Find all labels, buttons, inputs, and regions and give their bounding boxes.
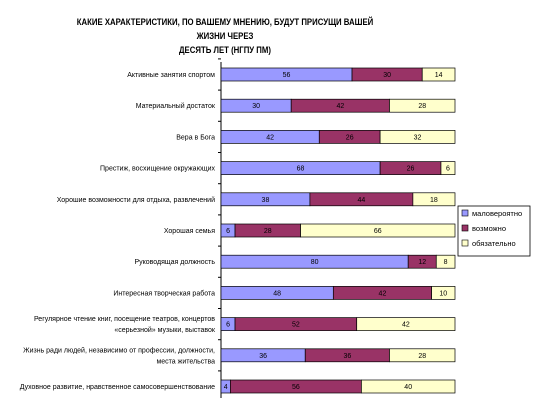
category-label-line: места жительства xyxy=(156,358,215,365)
value-label: 4 xyxy=(224,384,228,391)
category-label: Интересная творческая работа xyxy=(113,289,215,297)
bar-segment-обязательно xyxy=(379,130,456,144)
value-label: 36 xyxy=(259,353,267,360)
category-label-line: Хорошие возможности для отдыха, развлече… xyxy=(57,196,215,204)
value-label: 56 xyxy=(292,384,300,391)
chart-title: КАКИЕ ХАРАКТЕРИСТИКИ, ПО ВАШЕМУ МНЕНИЮ, … xyxy=(73,16,376,58)
category-label: Престиж, восхищение окружающих xyxy=(100,166,215,173)
value-label: 38 xyxy=(262,197,270,204)
legend-swatch xyxy=(461,209,469,217)
value-label: 32 xyxy=(414,134,422,141)
value-label: 10 xyxy=(439,290,447,297)
category-label: Вера в Бога xyxy=(176,134,215,141)
category-label-line: Престиж, восхищение окружающих xyxy=(100,166,215,173)
value-label: 44 xyxy=(358,197,366,204)
bar-segment-обязательно xyxy=(300,223,456,238)
bar-segment-обязательно xyxy=(356,317,456,331)
value-label: 8 xyxy=(444,259,448,266)
legend-label: маловероятно xyxy=(472,209,522,218)
category-label-line: Активные занятия спортом xyxy=(127,72,215,79)
value-label: 28 xyxy=(418,353,426,360)
value-label: 12 xyxy=(418,259,426,266)
legend-box xyxy=(457,205,531,257)
value-label: 6 xyxy=(226,228,230,235)
category-label: Хорошая семья xyxy=(164,228,215,235)
legend-swatch xyxy=(461,239,469,247)
value-label: 26 xyxy=(346,134,354,141)
value-label: 14 xyxy=(435,72,443,79)
category-label: Хорошие возможности для отдыха, развлече… xyxy=(57,196,215,204)
bar-segment-обязательно xyxy=(431,286,456,300)
legend-swatch xyxy=(461,224,469,232)
category-label-line: Регулярное чтение книг, посещение театро… xyxy=(34,316,215,323)
value-label: 56 xyxy=(283,72,291,79)
category-label-line: Руководящая должность xyxy=(134,259,215,266)
value-label: 28 xyxy=(264,228,272,235)
bar-segment-обязательно xyxy=(389,348,456,363)
category-label-line: Вера в Бога xyxy=(176,134,215,141)
bar-segment-обязательно xyxy=(435,254,456,269)
chart-title-line-2: ДЕСЯТЬ ЛЕТ (НГПУ ПМ) xyxy=(178,45,271,56)
value-label: 66 xyxy=(374,228,382,235)
value-label: 26 xyxy=(407,166,415,173)
category-label-line: Интересная творческая работа xyxy=(113,289,215,297)
category-label: Жизнь ради людей, независимо от професси… xyxy=(23,346,215,365)
category-label-line: Жизнь ради людей, независимо от професси… xyxy=(23,346,215,354)
category-label: Руководящая должность xyxy=(134,259,215,266)
value-label: 42 xyxy=(379,290,387,297)
value-label: 28 xyxy=(418,103,426,110)
value-label: 42 xyxy=(266,134,274,141)
value-label: 30 xyxy=(252,103,260,110)
bar-segment-обязательно xyxy=(440,161,456,175)
bar-segment-обязательно xyxy=(421,67,456,82)
category-label-line: Хорошая семья xyxy=(164,228,215,235)
category-label: Материальный достаток xyxy=(136,102,216,110)
category-label-line: Материальный достаток xyxy=(136,102,216,110)
bar-segment-обязательно xyxy=(412,192,456,207)
value-label: 6 xyxy=(446,166,450,173)
value-label: 80 xyxy=(311,259,319,266)
bar-segment-обязательно xyxy=(389,98,456,113)
category-label: Духовное развитие, нравственное самосове… xyxy=(20,384,215,391)
value-label: 40 xyxy=(404,384,412,391)
labels-layer: Активные занятия спортом 56 30 14 Материальн… xyxy=(20,72,450,391)
chart-title-line-1: КАКИЕ ХАРАКТЕРИСТИКИ, ПО ВАШЕМУ МНЕНИЮ, … xyxy=(76,17,374,42)
bar-segment-обязательно xyxy=(361,379,456,394)
category-label: Активные занятия спортом xyxy=(127,72,215,79)
axis-layer xyxy=(218,58,222,398)
value-label: 68 xyxy=(297,166,305,173)
value-label: 6 xyxy=(226,322,230,329)
value-label: 42 xyxy=(336,103,344,110)
category-label-line: «серьезной» музыки, выставок xyxy=(114,326,216,334)
value-label: 48 xyxy=(273,290,281,297)
value-label: 36 xyxy=(343,353,351,360)
legend-label: возможно xyxy=(472,224,506,233)
legend-label: обязательно xyxy=(472,239,516,248)
bars-layer xyxy=(220,67,456,394)
value-label: 30 xyxy=(383,72,391,79)
category-label-line: Духовное развитие, нравственное самосове… xyxy=(20,384,215,391)
legend: маловероятно возможно обязательно xyxy=(457,205,531,257)
value-label: 52 xyxy=(292,322,300,329)
category-label: Регулярное чтение книг, посещение театро… xyxy=(34,316,216,334)
value-label: 42 xyxy=(402,322,410,329)
value-label: 18 xyxy=(430,197,438,204)
